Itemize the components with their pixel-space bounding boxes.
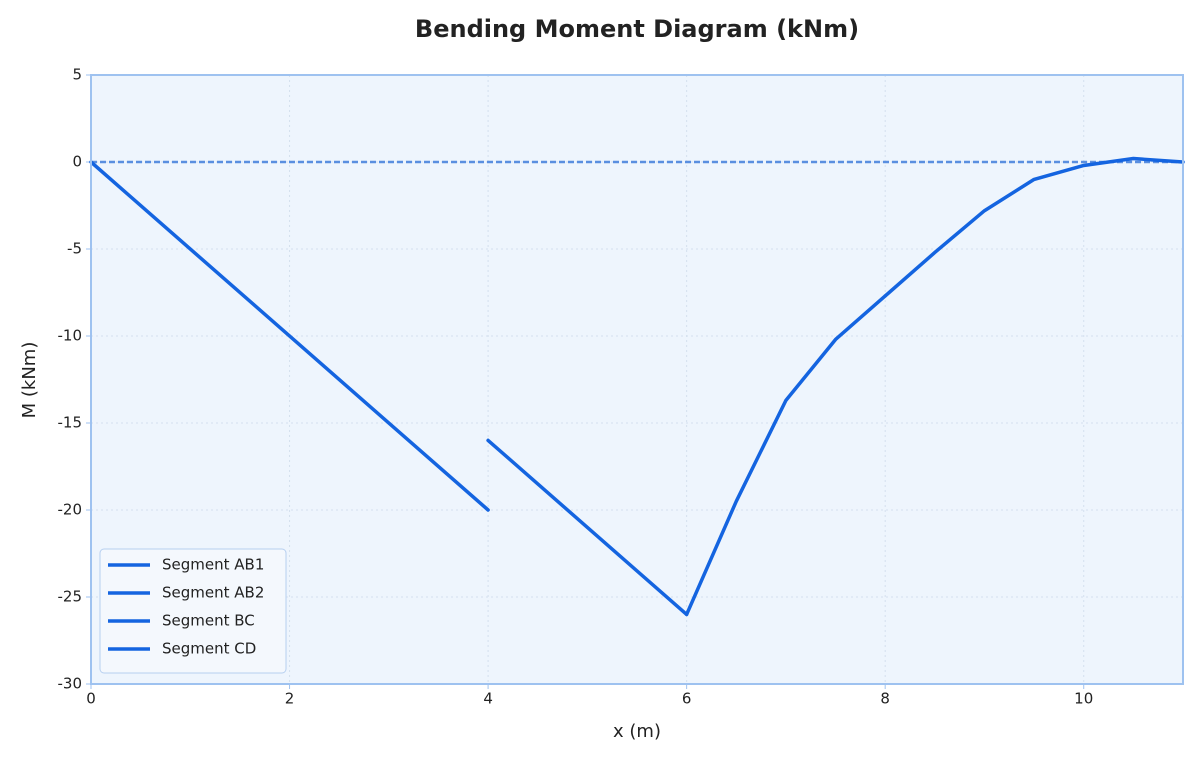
legend-box bbox=[99, 548, 287, 674]
series-line bbox=[486, 438, 689, 617]
legend-label: Segment AB1 bbox=[162, 556, 264, 574]
y-tick-label: -20 bbox=[58, 501, 83, 519]
y-tick-label: -5 bbox=[67, 240, 82, 258]
series-line bbox=[89, 160, 490, 512]
y-tick-label: -15 bbox=[58, 414, 83, 432]
x-tick-label: 4 bbox=[483, 690, 493, 708]
x-tick-label: 8 bbox=[880, 690, 890, 708]
y-tick-label: 0 bbox=[72, 153, 82, 171]
series-line bbox=[883, 156, 1185, 298]
chart-title: Bending Moment Diagram (kNm) bbox=[415, 15, 859, 43]
x-tick-label: 2 bbox=[285, 690, 295, 708]
x-tick-label: 10 bbox=[1074, 690, 1093, 708]
x-tick-label: 6 bbox=[682, 690, 692, 708]
series-line bbox=[684, 294, 887, 617]
legend-label: Segment BC bbox=[162, 612, 255, 630]
legend-label: Segment AB2 bbox=[162, 584, 264, 602]
y-tick-label: 5 bbox=[72, 66, 82, 84]
y-tick-label: -30 bbox=[58, 675, 83, 693]
legend-label: Segment CD bbox=[162, 640, 256, 658]
plot-border bbox=[90, 74, 1184, 685]
x-tick-label: 0 bbox=[86, 690, 96, 708]
y-tick-label: -25 bbox=[58, 588, 83, 606]
y-axis-label: M (kNm) bbox=[19, 342, 40, 419]
x-axis-label: x (m) bbox=[613, 721, 661, 742]
y-tick-label: -10 bbox=[58, 327, 83, 345]
